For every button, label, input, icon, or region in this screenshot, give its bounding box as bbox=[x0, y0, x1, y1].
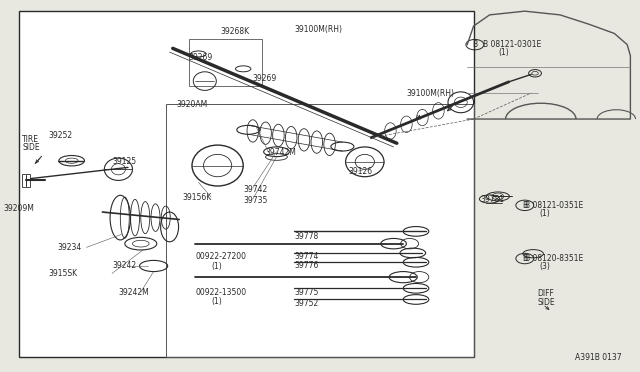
Text: 39269: 39269 bbox=[253, 74, 277, 83]
Text: 39242M: 39242M bbox=[118, 288, 149, 296]
Text: 39209M: 39209M bbox=[3, 204, 34, 213]
Text: 39125: 39125 bbox=[112, 157, 136, 166]
Text: 39126: 39126 bbox=[349, 167, 373, 176]
Text: 39234: 39234 bbox=[58, 243, 82, 252]
Text: 39742M: 39742M bbox=[266, 148, 296, 157]
Text: 00922-13500: 00922-13500 bbox=[195, 288, 246, 296]
Text: (1): (1) bbox=[211, 297, 222, 306]
Text: (1): (1) bbox=[498, 48, 509, 57]
Text: B 08121-0351E: B 08121-0351E bbox=[525, 201, 583, 210]
Text: 3920AM: 3920AM bbox=[176, 100, 207, 109]
Bar bbox=[189, 39, 262, 86]
Bar bbox=[22, 174, 30, 187]
Text: (3): (3) bbox=[540, 262, 550, 271]
Text: B: B bbox=[472, 40, 477, 49]
Text: 39781: 39781 bbox=[480, 195, 504, 203]
Text: 39268K: 39268K bbox=[221, 27, 250, 36]
Text: SIDE: SIDE bbox=[538, 298, 556, 307]
Text: B 08120-8351E: B 08120-8351E bbox=[525, 254, 583, 263]
Text: 39242: 39242 bbox=[112, 262, 136, 270]
Text: 39100M(RH): 39100M(RH) bbox=[406, 89, 454, 98]
Text: (1): (1) bbox=[540, 209, 550, 218]
Bar bbox=[19, 11, 474, 357]
Text: B: B bbox=[522, 201, 527, 210]
Text: B 08121-0301E: B 08121-0301E bbox=[483, 40, 541, 49]
Text: 39252: 39252 bbox=[48, 131, 72, 140]
Text: 39776: 39776 bbox=[294, 262, 319, 270]
Text: TIRE: TIRE bbox=[22, 135, 40, 144]
Text: 39774: 39774 bbox=[294, 252, 319, 261]
Text: 39778: 39778 bbox=[294, 232, 319, 241]
Text: 39735: 39735 bbox=[243, 196, 268, 205]
Text: 39100M(RH): 39100M(RH) bbox=[294, 25, 342, 34]
Text: SIDE: SIDE bbox=[22, 143, 40, 152]
Text: 3915SK: 3915SK bbox=[48, 269, 77, 278]
Text: 39752: 39752 bbox=[294, 299, 319, 308]
Text: B: B bbox=[522, 254, 527, 263]
Text: 00922-27200: 00922-27200 bbox=[195, 252, 246, 261]
Text: 39156K: 39156K bbox=[182, 193, 212, 202]
Text: A391B 0137: A391B 0137 bbox=[575, 353, 621, 362]
Text: 39775: 39775 bbox=[294, 288, 319, 296]
Text: (1): (1) bbox=[211, 262, 222, 271]
Text: DIFF: DIFF bbox=[538, 289, 554, 298]
Bar bbox=[166, 104, 474, 357]
Text: 39269: 39269 bbox=[189, 53, 213, 62]
Text: 39742: 39742 bbox=[243, 185, 268, 194]
